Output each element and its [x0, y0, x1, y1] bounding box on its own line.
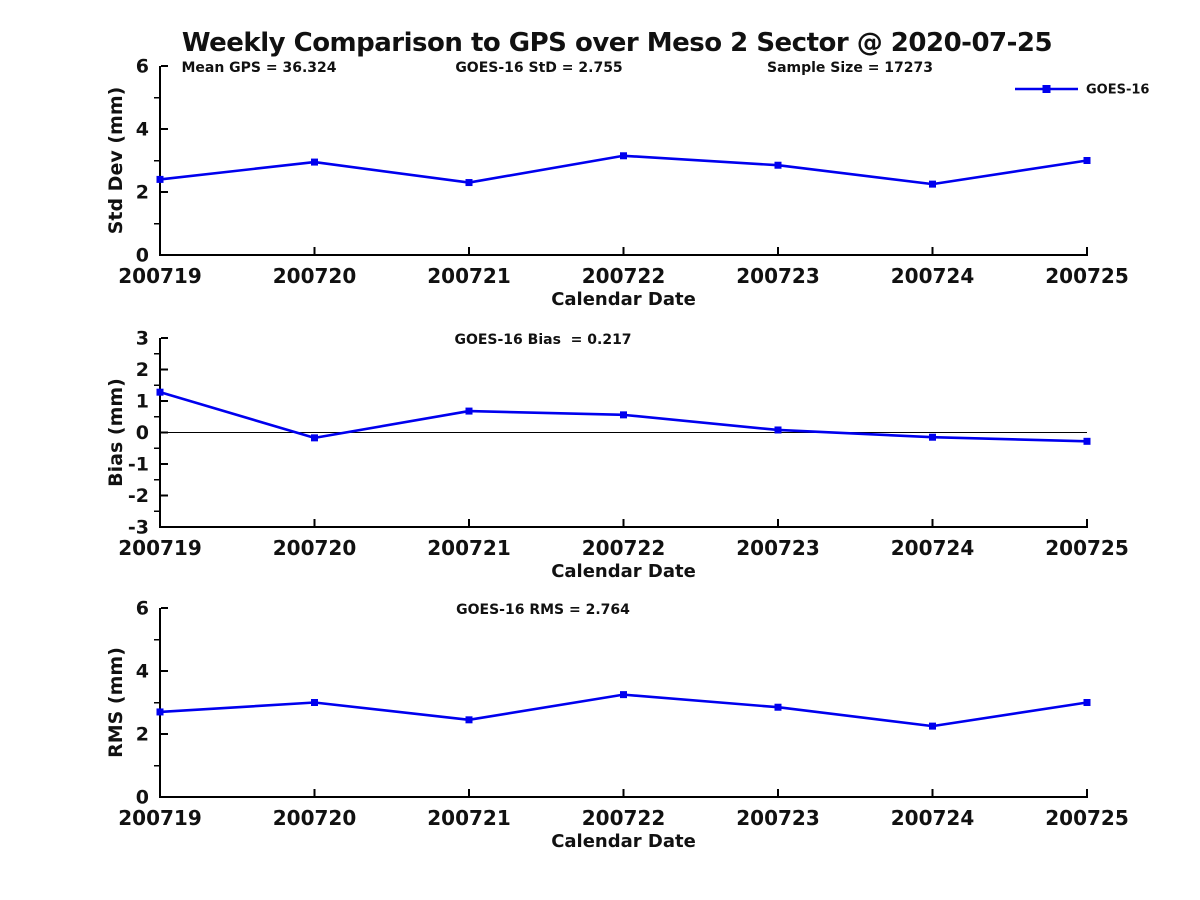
x-axis-label: Calendar Date [551, 831, 696, 852]
data-point-marker [465, 179, 473, 187]
data-point-marker [1083, 699, 1091, 706]
x-tick-label: 200723 [736, 806, 820, 830]
x-tick-label: 200719 [118, 264, 202, 288]
data-point-marker [156, 388, 164, 396]
annotation-text: Mean GPS = 36.324 [181, 60, 336, 76]
data-point-marker [774, 426, 782, 434]
x-tick-label: 200725 [1045, 264, 1129, 288]
y-tick-label: -3 [128, 517, 149, 539]
y-tick-label: 2 [136, 182, 149, 204]
data-point-marker [156, 175, 164, 183]
y-tick-label: 1 [136, 391, 149, 413]
stddev-subplot: 0 2 4 6 200719 200720 200721 200722 200723 200724… [105, 56, 1149, 310]
x-tick-label: 200720 [273, 806, 357, 830]
y-tick-label: 0 [136, 245, 149, 267]
y-axis-label: Bias (mm) [105, 378, 127, 487]
x-tick-label: 200721 [427, 536, 511, 560]
data-point-marker [620, 691, 627, 699]
x-tick-label: 200724 [891, 264, 975, 288]
legend-label: GOES-16 [1086, 83, 1149, 98]
x-tick-label: 200725 [1045, 806, 1129, 830]
y-tick-label: -1 [128, 454, 149, 476]
y-tick-label: 0 [136, 787, 149, 809]
annotation-text: GOES-16 StD = 2.755 [455, 60, 622, 76]
x-tick-label: 200721 [427, 806, 511, 830]
x-axis-label: Calendar Date [551, 561, 696, 582]
data-point-marker [620, 411, 627, 419]
y-tick-label: 3 [136, 328, 149, 350]
x-tick-label: 200723 [736, 536, 820, 560]
y-tick-label: 0 [136, 422, 149, 444]
data-point-marker [774, 161, 782, 169]
x-tick-label: 200720 [273, 536, 357, 560]
data-point-marker [156, 708, 164, 716]
x-tick-label: 200719 [118, 536, 202, 560]
y-axis-label: RMS (mm) [105, 647, 127, 758]
x-tick-label: 200719 [118, 806, 202, 830]
y-tick-label: -2 [128, 485, 149, 507]
x-tick-label: 200724 [891, 806, 975, 830]
x-tick-label: 200722 [582, 536, 666, 560]
series-line [159, 154, 1088, 186]
x-tick-label: 200720 [273, 264, 357, 288]
chart-title: Weekly Comparison to GPS over Meso 2 Sec… [181, 28, 1053, 58]
annotation-text: Sample Size = 17273 [767, 60, 933, 76]
x-tick-label: 200725 [1045, 536, 1129, 560]
rms-subplot: 0 2 4 6 200719 200720 200721 200722 200723 200724… [105, 598, 1129, 852]
data-point-marker [774, 703, 782, 711]
y-tick-label: 6 [136, 598, 149, 620]
data-point-marker [311, 158, 318, 166]
data-point-marker [311, 434, 318, 442]
legend-marker [1042, 85, 1051, 93]
data-point-marker [929, 180, 936, 188]
y-tick-label: 4 [136, 661, 149, 683]
legend: GOES-16 [1015, 83, 1149, 98]
x-tick-label: 200724 [891, 536, 975, 560]
y-tick-label: 4 [136, 119, 149, 141]
data-point-marker [929, 722, 936, 730]
data-point-marker [1083, 437, 1091, 445]
series-line [159, 693, 1088, 728]
x-tick-label: 200722 [582, 806, 666, 830]
x-tick-label: 200723 [736, 264, 820, 288]
data-point-marker [929, 433, 936, 441]
x-tick-label: 200722 [582, 264, 666, 288]
data-point-marker [1083, 157, 1091, 164]
annotation-text: GOES-16 RMS = 2.764 [456, 602, 630, 618]
data-point-marker [465, 407, 473, 415]
bias-subplot: -3 -2 -1 0 1 2 3 200719 200720 200721 200722 200723… [105, 328, 1129, 582]
y-tick-label: 2 [136, 359, 149, 381]
x-tick-label: 200721 [427, 264, 511, 288]
data-point-marker [311, 699, 318, 706]
y-axis-label: Std Dev (mm) [105, 87, 127, 235]
data-point-marker [465, 716, 473, 724]
y-tick-label: 6 [136, 56, 149, 78]
data-point-marker [620, 152, 627, 160]
x-axis-label: Calendar Date [551, 289, 696, 310]
annotation-text: GOES-16 Bias = 0.217 [454, 332, 631, 348]
y-tick-label: 2 [136, 724, 149, 746]
